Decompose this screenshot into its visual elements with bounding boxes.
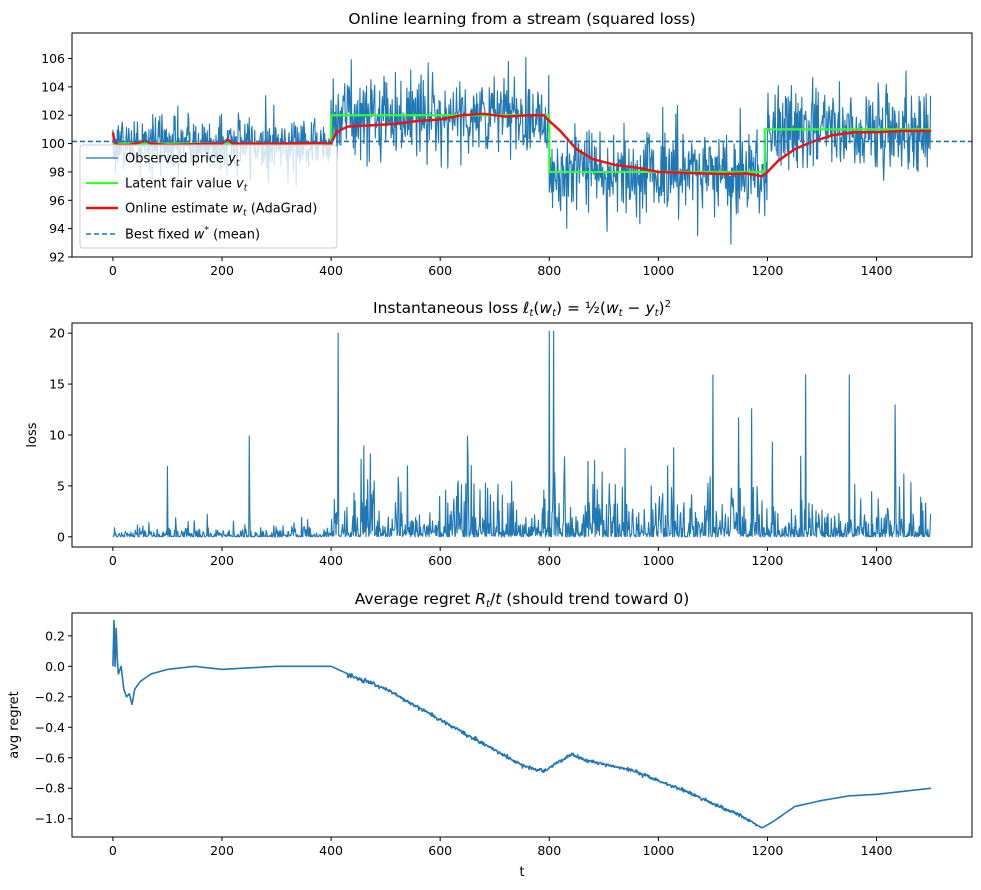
x-tick-label: 1400 — [861, 553, 893, 568]
y-tick-label: −0.6 — [35, 750, 65, 765]
panel-2-y-label: loss — [25, 422, 40, 447]
panel-3-plot-area — [112, 619, 932, 829]
y-tick-label: 92 — [49, 250, 65, 265]
x-tick-label: 0 — [109, 843, 117, 858]
y-tick-label: 10 — [49, 428, 65, 443]
panel-3-y-label: avg regret — [7, 691, 22, 759]
panel-3-x-label: t — [519, 865, 524, 880]
x-tick-label: 800 — [537, 843, 561, 858]
x-tick-label: 600 — [428, 553, 452, 568]
panel-loss: Instantaneous loss ℓt(wt) = ½(wt − yt)2 … — [25, 299, 973, 568]
series-online-estimate — [111, 112, 932, 178]
x-tick-label: 800 — [537, 553, 561, 568]
series-avg-regret — [112, 619, 932, 829]
panel-1-frame — [71, 32, 973, 258]
panel-regret: Average regret Rt/t (should trend toward… — [7, 590, 973, 880]
x-tick-label: 1000 — [642, 843, 674, 858]
y-tick-label: 106 — [41, 51, 65, 66]
x-tick-label: 200 — [210, 843, 234, 858]
x-tick-label: 0 — [109, 553, 117, 568]
panel-1-legend: Observed price yt Latent fair value vt O… — [79, 144, 338, 249]
x-tick-label: 1200 — [752, 263, 784, 278]
panel-2-frame — [71, 322, 973, 548]
series-loss — [112, 330, 932, 538]
y-tick-label: 0.0 — [45, 659, 65, 674]
panel-3-y-ticks: −1.0 −0.8 −0.6 −0.4 −0.2 0.0 0.2 — [35, 628, 72, 826]
y-tick-label: 0.2 — [45, 628, 65, 643]
legend-label-estimate: Online estimate wt (AdaGrad) — [125, 202, 317, 219]
x-tick-label: 0 — [109, 263, 117, 278]
panel-3-x-ticks: 0 200 400 600 800 1000 1200 1400 — [109, 837, 893, 858]
panel-1-x-ticks: 0 200 400 600 800 1000 1200 1400 — [109, 257, 893, 278]
x-tick-label: 1000 — [642, 263, 674, 278]
panel-1-y-ticks: 92 94 96 98 100 102 104 106 — [41, 51, 72, 265]
y-tick-label: 102 — [41, 108, 65, 123]
panel-2-x-ticks: 0 200 400 600 800 1000 1200 1400 — [109, 547, 893, 568]
panel-1-plot-area — [72, 57, 972, 245]
y-tick-label: 98 — [49, 164, 65, 179]
x-tick-label: 1400 — [861, 263, 893, 278]
panel-3-title: Average regret Rt/t (should trend toward… — [355, 590, 690, 610]
y-tick-label: 94 — [49, 221, 65, 236]
panel-3-frame — [71, 612, 973, 838]
panel-prices: Online learning from a stream (squared l… — [41, 10, 973, 278]
legend-label-best-fixed: Best fixed w* (mean) — [125, 226, 260, 243]
x-tick-label: 1200 — [752, 553, 784, 568]
y-tick-label: −1.0 — [35, 811, 65, 826]
y-tick-label: 100 — [41, 136, 65, 151]
y-tick-label: 20 — [49, 326, 65, 341]
panel-2-title: Instantaneous loss ℓt(wt) = ½(wt − yt)2 — [373, 299, 671, 319]
panel-2-plot-area — [112, 330, 932, 538]
x-tick-label: 400 — [319, 843, 343, 858]
y-tick-label: 96 — [49, 193, 65, 208]
y-tick-label: 15 — [49, 377, 65, 392]
x-tick-label: 1200 — [752, 843, 784, 858]
y-tick-label: −0.2 — [35, 689, 65, 704]
y-tick-label: −0.8 — [35, 781, 65, 796]
x-tick-label: 1000 — [642, 553, 674, 568]
panel-2-y-ticks: 0 5 10 15 20 — [49, 326, 72, 544]
x-tick-label: 200 — [210, 553, 234, 568]
x-tick-label: 200 — [210, 263, 234, 278]
legend-label-observed: Observed price yt — [125, 152, 240, 169]
series-observed-price — [112, 57, 932, 245]
x-tick-label: 1400 — [861, 843, 893, 858]
y-tick-label: 0 — [57, 529, 65, 544]
x-tick-label: 600 — [428, 843, 452, 858]
x-tick-label: 800 — [537, 263, 561, 278]
series-latent-fair-value — [112, 114, 932, 174]
legend-label-latent: Latent fair value vt — [125, 177, 248, 194]
legend-box — [79, 144, 338, 249]
y-tick-label: 5 — [57, 478, 65, 493]
panel-1-title: Online learning from a stream (squared l… — [348, 10, 695, 28]
y-tick-label: −0.4 — [35, 720, 65, 735]
x-tick-label: 400 — [319, 553, 343, 568]
y-tick-label: 104 — [41, 79, 65, 94]
x-tick-label: 600 — [428, 263, 452, 278]
x-tick-label: 400 — [319, 263, 343, 278]
